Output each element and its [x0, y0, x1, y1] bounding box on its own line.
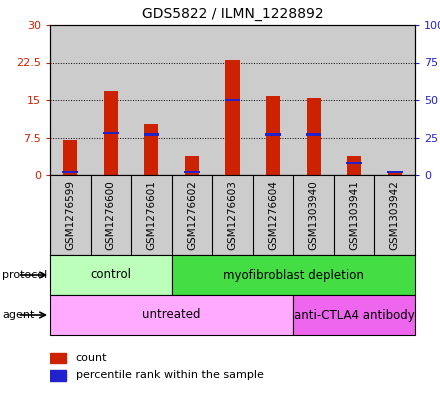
- Text: GSM1303941: GSM1303941: [349, 180, 359, 250]
- Text: protocol: protocol: [2, 270, 48, 280]
- Text: untreated: untreated: [143, 309, 201, 321]
- Text: GSM1303940: GSM1303940: [308, 180, 319, 250]
- Text: GSM1276600: GSM1276600: [106, 180, 116, 250]
- Bar: [266, 96, 280, 175]
- Bar: [50, 370, 66, 381]
- Bar: [185, 156, 199, 175]
- Bar: [293, 295, 415, 335]
- Bar: [307, 97, 321, 175]
- Bar: [104, 91, 118, 175]
- Bar: [50, 295, 293, 335]
- Bar: [265, 133, 281, 136]
- Bar: [50, 255, 172, 295]
- Bar: [143, 133, 159, 136]
- Text: percentile rank within the sample: percentile rank within the sample: [76, 370, 264, 380]
- Bar: [347, 156, 361, 175]
- Text: GSM1276604: GSM1276604: [268, 180, 278, 250]
- Text: count: count: [76, 353, 107, 363]
- Bar: [62, 171, 78, 173]
- Text: GSM1276599: GSM1276599: [65, 180, 75, 250]
- Bar: [184, 171, 200, 173]
- Bar: [387, 171, 403, 173]
- Text: myofibroblast depletion: myofibroblast depletion: [223, 268, 364, 281]
- Bar: [50, 353, 66, 363]
- Bar: [225, 60, 240, 175]
- Bar: [346, 162, 362, 164]
- Bar: [172, 255, 415, 295]
- Bar: [225, 99, 240, 101]
- Bar: [144, 123, 158, 175]
- Bar: [388, 171, 402, 175]
- Text: control: control: [90, 268, 131, 281]
- Text: agent: agent: [2, 310, 35, 320]
- Text: GSM1303942: GSM1303942: [390, 180, 400, 250]
- Bar: [103, 132, 119, 134]
- Bar: [63, 140, 77, 175]
- Title: GDS5822 / ILMN_1228892: GDS5822 / ILMN_1228892: [142, 7, 323, 21]
- Text: GSM1276603: GSM1276603: [227, 180, 238, 250]
- Bar: [306, 133, 321, 136]
- Text: GSM1276601: GSM1276601: [147, 180, 156, 250]
- Text: GSM1276602: GSM1276602: [187, 180, 197, 250]
- Text: anti-CTLA4 antibody: anti-CTLA4 antibody: [294, 309, 414, 321]
